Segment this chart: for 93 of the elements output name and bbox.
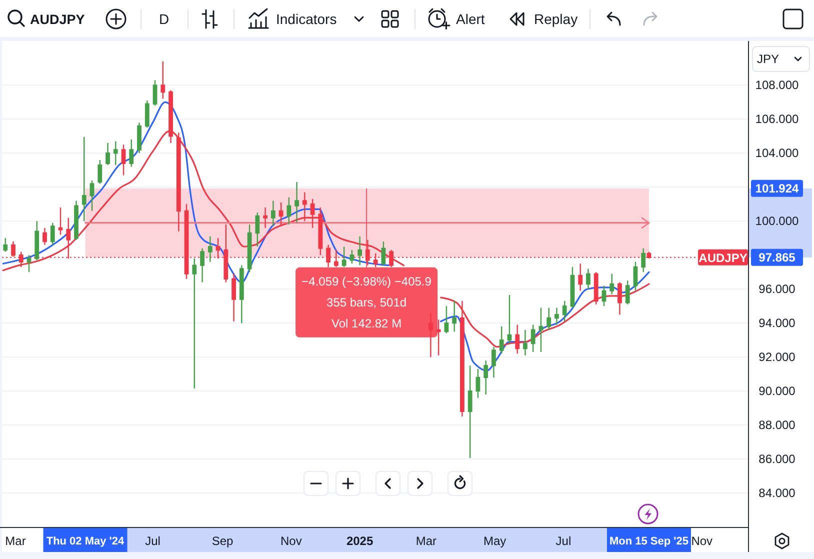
text: Replay (534, 11, 578, 27)
candlestick (468, 364, 472, 459)
candlestick (144, 100, 150, 128)
x-tick-label: May (483, 534, 506, 548)
candlestick (546, 307, 552, 330)
candlestick (641, 248, 646, 273)
candlestick (302, 192, 307, 222)
candlestick (137, 122, 142, 154)
y-tick-label: 84.000 (758, 486, 796, 500)
candlestick (152, 79, 158, 106)
candlestick (50, 222, 55, 246)
text: JPY (757, 52, 780, 66)
candlestick (538, 307, 544, 353)
candlestick (444, 305, 449, 334)
candlestick (200, 248, 204, 283)
x-tick-label: Mon 15 Sep '25 (609, 536, 688, 548)
text: D (158, 11, 170, 27)
candlestick (562, 300, 567, 322)
candlestick (26, 254, 32, 273)
y-tick-label: 108.000 (755, 78, 800, 92)
candlestick (247, 224, 252, 273)
candlestick (342, 246, 346, 268)
candlestick (499, 326, 504, 354)
x-tick-label: Mar (416, 534, 437, 548)
candlestick (507, 294, 512, 344)
candlestick (129, 138, 134, 168)
candlestick (492, 346, 496, 378)
candlestick (294, 181, 299, 224)
y-tick-label: 90.000 (758, 384, 796, 398)
chart-title: AUDJPY (30, 12, 85, 27)
y-tick-label: 94.000 (758, 316, 796, 330)
candlestick (452, 300, 457, 332)
candlestick (358, 236, 362, 266)
candlestick (82, 136, 86, 222)
annotation: −4.059 (−3.98%) −405.9 (302, 274, 432, 288)
candlestick (58, 206, 63, 236)
candlestick (121, 144, 126, 176)
candlestick (255, 212, 260, 248)
candlestick (633, 261, 638, 292)
candlestick (232, 273, 236, 322)
candlestick (34, 220, 40, 261)
candlestick (570, 266, 575, 308)
x-tick-label: Jul (145, 534, 160, 548)
candlestick (530, 324, 536, 353)
candlestick (586, 268, 590, 290)
candlestick (106, 142, 110, 166)
x-tick-label: Nov (280, 534, 302, 548)
candlestick (523, 329, 528, 356)
candlestick (594, 272, 598, 305)
ref-line-label: AUDJPY (698, 250, 748, 265)
candlestick (436, 319, 441, 356)
candlestick (286, 196, 292, 226)
candlestick (239, 264, 244, 324)
candlestick (350, 249, 354, 264)
candlestick (3, 238, 8, 252)
candlestick (484, 360, 488, 396)
y-tick-label: 92.000 (758, 350, 796, 364)
y-tick-label: 101.924 (755, 181, 800, 196)
x-tick-label: 2025 (346, 534, 374, 548)
candlestick (476, 368, 480, 398)
x-tick-label: Thu 02 May '24 (46, 536, 126, 548)
candlestick (610, 273, 614, 295)
candlestick (625, 280, 630, 305)
y-tick-label: 106.000 (755, 112, 800, 126)
y-tick-label: 100.000 (755, 214, 800, 228)
x-tick-label: Mar (5, 534, 26, 548)
annotation: 355 bars, 501d (326, 295, 407, 310)
y-tick-label: 97.865 (758, 250, 796, 264)
text: Alert (456, 11, 485, 27)
y-tick-label: 96.000 (758, 282, 796, 296)
candlestick (578, 263, 583, 292)
x-tick-label: Sep (212, 534, 234, 548)
y-tick-label: 86.000 (758, 452, 796, 466)
candlestick (160, 60, 166, 100)
candlestick (74, 200, 78, 240)
candlestick (113, 140, 118, 166)
y-tick-label: 88.000 (758, 418, 796, 432)
candlestick (208, 236, 212, 263)
x-tick-label: Jul (556, 534, 572, 548)
candlestick (192, 258, 197, 389)
candlestick (428, 312, 433, 358)
candlestick (618, 282, 622, 316)
candlestick (90, 180, 94, 212)
candlestick (98, 159, 102, 184)
candlestick (554, 307, 559, 326)
candlestick (42, 227, 47, 246)
candlestick (381, 240, 386, 266)
text: Indicators (276, 11, 337, 27)
x-tick-label: Nov (691, 534, 713, 548)
y-tick-label: 104.000 (755, 146, 800, 160)
annotation: Vol 142.82 M (332, 316, 402, 330)
candlestick (602, 285, 606, 307)
candlestick (318, 206, 323, 256)
